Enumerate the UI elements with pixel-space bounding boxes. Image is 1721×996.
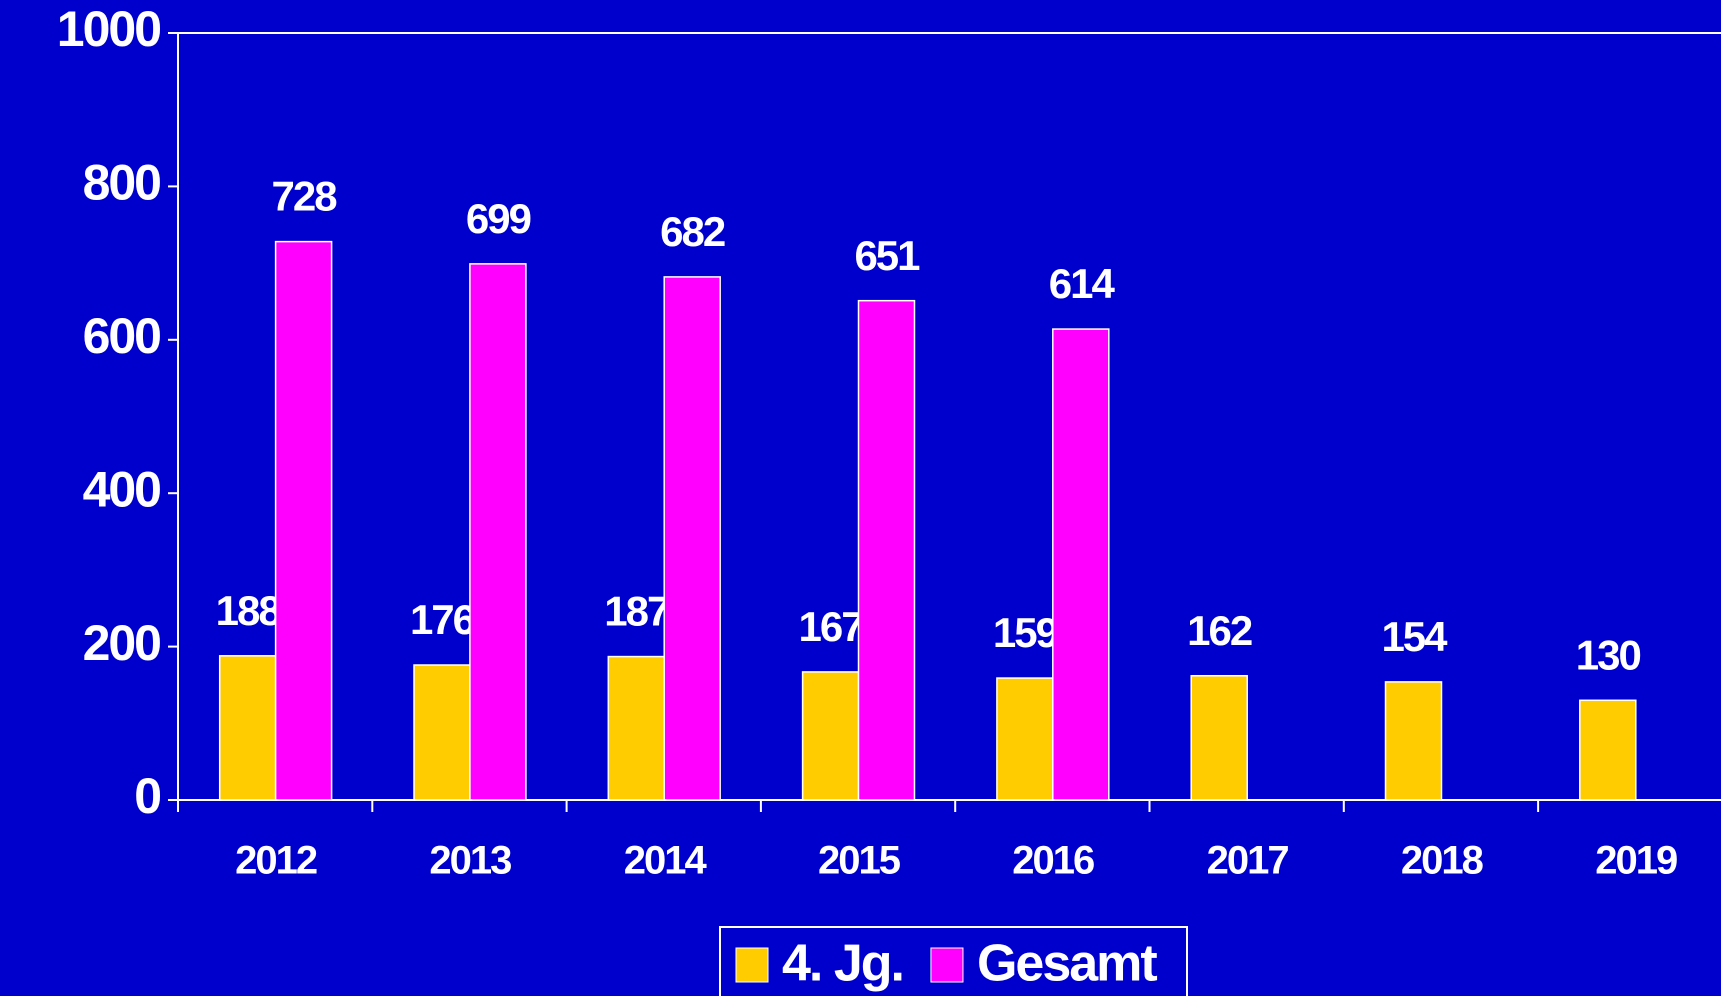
value-label: 159 [993,609,1058,656]
bar [996,677,1054,801]
x-tick-label: 2013 [429,839,511,883]
value-label: 188 [216,587,282,634]
bar [274,240,333,801]
x-tick-label: 2018 [1401,839,1484,883]
y-tick-label: 1000 [57,1,160,57]
y-tick-label: 800 [83,155,161,211]
bar [469,263,527,801]
bar [1190,674,1248,801]
bar [857,299,916,801]
value-label: 614 [1049,260,1116,307]
x-tick-label: 2012 [235,839,317,883]
legend-swatch [735,947,769,983]
bar [218,655,277,801]
value-label: 162 [1187,607,1252,654]
legend-label: Gesamt [977,935,1157,993]
x-tick-label: 2015 [818,839,901,883]
value-label: 699 [466,195,531,242]
y-tick-label: 0 [134,768,160,824]
value-label: 130 [1576,631,1641,678]
value-label: 682 [660,208,725,255]
bar [607,655,666,801]
bar [1052,328,1110,801]
value-label: 728 [272,173,338,220]
bar [801,671,860,801]
value-label: 154 [1381,613,1448,660]
x-tick-label: 2017 [1207,839,1289,883]
bar [663,276,721,801]
value-label: 187 [604,588,669,635]
y-tick-label: 600 [83,308,161,364]
x-tick-label: 2014 [624,839,708,883]
value-label: 167 [799,603,864,650]
y-tick-label: 400 [83,461,161,517]
legend-swatch [930,947,964,983]
x-tick-label: 2016 [1012,839,1094,883]
legend-label: 4. Jg. [782,935,903,993]
bar [413,664,471,801]
value-label: 176 [410,596,475,643]
value-label: 651 [854,232,920,279]
bar [1579,699,1637,801]
bar [1384,681,1443,801]
x-tick-label: 2019 [1595,839,1677,883]
y-tick-label: 200 [83,615,161,671]
